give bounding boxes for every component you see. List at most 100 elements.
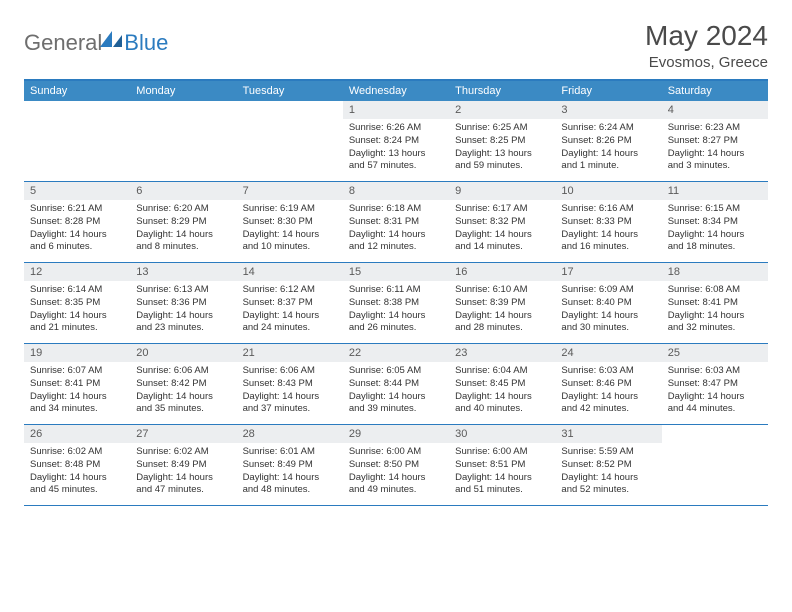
- page-subtitle: Evosmos, Greece: [645, 54, 768, 71]
- day-line: Sunset: 8:51 PM: [455, 459, 549, 472]
- day-line: Sunrise: 6:01 AM: [243, 446, 337, 459]
- day-line: and 18 minutes.: [668, 241, 762, 254]
- day-number: 25: [662, 344, 768, 362]
- day-number: 10: [555, 182, 661, 200]
- day-line: Daylight: 14 hours: [30, 310, 124, 323]
- day-line: Daylight: 14 hours: [30, 472, 124, 485]
- week-row: 19Sunrise: 6:07 AMSunset: 8:41 PMDayligh…: [24, 344, 768, 425]
- day-number: 29: [343, 425, 449, 443]
- day-line: Daylight: 14 hours: [30, 229, 124, 242]
- day-body: Sunrise: 6:02 AMSunset: 8:49 PMDaylight:…: [130, 443, 236, 503]
- day-line: Daylight: 14 hours: [455, 472, 549, 485]
- day-body: Sunrise: 6:13 AMSunset: 8:36 PMDaylight:…: [130, 281, 236, 341]
- dow-header-row: Sunday Monday Tuesday Wednesday Thursday…: [24, 81, 768, 101]
- day-line: and 44 minutes.: [668, 403, 762, 416]
- day-body: Sunrise: 6:09 AMSunset: 8:40 PMDaylight:…: [555, 281, 661, 341]
- dow-header: Tuesday: [237, 81, 343, 101]
- week-row: 5Sunrise: 6:21 AMSunset: 8:28 PMDaylight…: [24, 182, 768, 263]
- day-cell: 16Sunrise: 6:10 AMSunset: 8:39 PMDayligh…: [449, 263, 555, 343]
- day-number: 4: [662, 101, 768, 119]
- day-line: Sunset: 8:26 PM: [561, 135, 655, 148]
- day-line: Sunset: 8:28 PM: [30, 216, 124, 229]
- day-number: 24: [555, 344, 661, 362]
- day-cell: 20Sunrise: 6:06 AMSunset: 8:42 PMDayligh…: [130, 344, 236, 424]
- day-number: 3: [555, 101, 661, 119]
- day-body: Sunrise: 5:59 AMSunset: 8:52 PMDaylight:…: [555, 443, 661, 503]
- day-line: Sunset: 8:37 PM: [243, 297, 337, 310]
- day-line: Sunset: 8:42 PM: [136, 378, 230, 391]
- day-line: Daylight: 13 hours: [455, 148, 549, 161]
- day-cell: 25Sunrise: 6:03 AMSunset: 8:47 PMDayligh…: [662, 344, 768, 424]
- week-row: 1Sunrise: 6:26 AMSunset: 8:24 PMDaylight…: [24, 101, 768, 182]
- day-body: Sunrise: 6:20 AMSunset: 8:29 PMDaylight:…: [130, 200, 236, 260]
- day-line: Sunrise: 6:12 AM: [243, 284, 337, 297]
- day-line: and 8 minutes.: [136, 241, 230, 254]
- day-line: Sunrise: 6:09 AM: [561, 284, 655, 297]
- day-cell: 5Sunrise: 6:21 AMSunset: 8:28 PMDaylight…: [24, 182, 130, 262]
- day-cell: 31Sunrise: 5:59 AMSunset: 8:52 PMDayligh…: [555, 425, 661, 505]
- day-number: 28: [237, 425, 343, 443]
- day-number: 11: [662, 182, 768, 200]
- week-row: 12Sunrise: 6:14 AMSunset: 8:35 PMDayligh…: [24, 263, 768, 344]
- day-number: 5: [24, 182, 130, 200]
- day-line: Daylight: 14 hours: [455, 229, 549, 242]
- day-line: Daylight: 14 hours: [668, 310, 762, 323]
- day-line: Sunrise: 6:24 AM: [561, 122, 655, 135]
- day-line: Sunset: 8:25 PM: [455, 135, 549, 148]
- day-body: Sunrise: 6:11 AMSunset: 8:38 PMDaylight:…: [343, 281, 449, 341]
- day-line: Sunrise: 6:03 AM: [668, 365, 762, 378]
- day-line: and 6 minutes.: [30, 241, 124, 254]
- day-line: and 10 minutes.: [243, 241, 337, 254]
- day-line: and 14 minutes.: [455, 241, 549, 254]
- day-line: Sunrise: 6:05 AM: [349, 365, 443, 378]
- day-number: 9: [449, 182, 555, 200]
- day-number: 26: [24, 425, 130, 443]
- day-body: Sunrise: 6:23 AMSunset: 8:27 PMDaylight:…: [662, 119, 768, 179]
- day-line: Sunset: 8:27 PM: [668, 135, 762, 148]
- day-line: Daylight: 14 hours: [561, 391, 655, 404]
- day-line: Daylight: 14 hours: [561, 229, 655, 242]
- day-number: 18: [662, 263, 768, 281]
- day-line: Sunrise: 6:26 AM: [349, 122, 443, 135]
- day-line: Sunset: 8:32 PM: [455, 216, 549, 229]
- day-line: Daylight: 14 hours: [561, 472, 655, 485]
- day-line: and 1 minute.: [561, 160, 655, 173]
- day-cell: 27Sunrise: 6:02 AMSunset: 8:49 PMDayligh…: [130, 425, 236, 505]
- day-line: Sunset: 8:46 PM: [561, 378, 655, 391]
- header: General Blue May 2024 Evosmos, Greece: [24, 20, 768, 71]
- day-line: and 34 minutes.: [30, 403, 124, 416]
- day-line: and 51 minutes.: [455, 484, 549, 497]
- brand-text-blue: Blue: [124, 30, 168, 56]
- day-line: Daylight: 14 hours: [243, 391, 337, 404]
- day-cell: 29Sunrise: 6:00 AMSunset: 8:50 PMDayligh…: [343, 425, 449, 505]
- day-line: Sunset: 8:36 PM: [136, 297, 230, 310]
- day-line: Sunrise: 6:20 AM: [136, 203, 230, 216]
- day-number: 17: [555, 263, 661, 281]
- day-line: Sunrise: 6:19 AM: [243, 203, 337, 216]
- day-cell: 8Sunrise: 6:18 AMSunset: 8:31 PMDaylight…: [343, 182, 449, 262]
- day-line: Sunrise: 6:03 AM: [561, 365, 655, 378]
- day-body: Sunrise: 6:07 AMSunset: 8:41 PMDaylight:…: [24, 362, 130, 422]
- day-cell: 4Sunrise: 6:23 AMSunset: 8:27 PMDaylight…: [662, 101, 768, 181]
- day-line: and 49 minutes.: [349, 484, 443, 497]
- day-line: Sunset: 8:41 PM: [30, 378, 124, 391]
- day-body: Sunrise: 6:08 AMSunset: 8:41 PMDaylight:…: [662, 281, 768, 341]
- day-line: Daylight: 14 hours: [668, 391, 762, 404]
- day-line: Sunset: 8:39 PM: [455, 297, 549, 310]
- brand-logo: General Blue: [24, 20, 168, 56]
- day-line: and 35 minutes.: [136, 403, 230, 416]
- day-line: Sunset: 8:49 PM: [243, 459, 337, 472]
- day-line: Daylight: 14 hours: [349, 229, 443, 242]
- day-line: Daylight: 14 hours: [668, 229, 762, 242]
- day-body: Sunrise: 6:16 AMSunset: 8:33 PMDaylight:…: [555, 200, 661, 260]
- day-line: and 40 minutes.: [455, 403, 549, 416]
- day-line: Sunrise: 6:23 AM: [668, 122, 762, 135]
- week-row: 26Sunrise: 6:02 AMSunset: 8:48 PMDayligh…: [24, 425, 768, 506]
- day-cell: 18Sunrise: 6:08 AMSunset: 8:41 PMDayligh…: [662, 263, 768, 343]
- day-number: 27: [130, 425, 236, 443]
- day-line: and 48 minutes.: [243, 484, 337, 497]
- day-body: Sunrise: 6:00 AMSunset: 8:51 PMDaylight:…: [449, 443, 555, 503]
- day-line: and 21 minutes.: [30, 322, 124, 335]
- day-line: Sunset: 8:30 PM: [243, 216, 337, 229]
- title-block: May 2024 Evosmos, Greece: [645, 20, 768, 71]
